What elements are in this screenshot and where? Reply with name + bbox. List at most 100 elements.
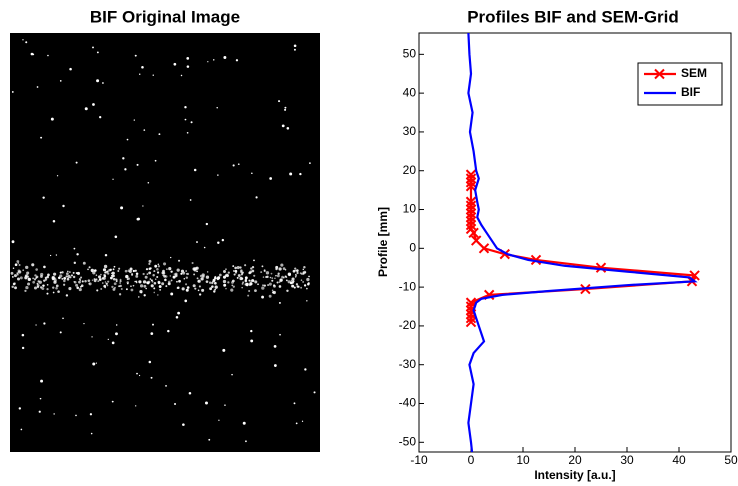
speckle: [234, 269, 238, 273]
speckle: [91, 336, 93, 338]
speckle: [306, 287, 308, 290]
speckle: [217, 276, 221, 280]
speckle: [236, 276, 239, 279]
speckle: [268, 294, 272, 298]
speckle: [87, 279, 91, 282]
speckle: [93, 269, 97, 272]
speckle: [75, 272, 78, 275]
speckle: [119, 284, 122, 288]
speckle: [153, 281, 157, 285]
speckle: [111, 271, 115, 275]
speckle: [300, 272, 304, 276]
speckle: [247, 294, 250, 297]
speckle: [154, 159, 157, 162]
speckle: [190, 121, 193, 124]
speckle: [80, 276, 83, 279]
speckle: [68, 271, 71, 274]
speckle: [170, 256, 172, 259]
speckle: [43, 322, 46, 325]
speckle: [138, 280, 142, 284]
speckle: [223, 269, 226, 273]
speckle: [205, 222, 209, 226]
speckle: [97, 280, 100, 283]
speckle: [40, 272, 44, 277]
speckle: [272, 290, 276, 295]
speckle: [267, 284, 270, 286]
speckle: [73, 247, 76, 250]
speckle: [11, 240, 15, 244]
speckle: [103, 264, 108, 269]
speckle: [115, 280, 118, 283]
speckle: [63, 283, 66, 286]
speckle: [193, 273, 196, 276]
sem-marker: [478, 243, 490, 254]
speckle: [111, 274, 115, 278]
speckle: [186, 57, 190, 60]
speckle: [183, 277, 186, 280]
speckle: [99, 116, 102, 119]
sem-marker: [465, 200, 477, 211]
speckle: [27, 277, 31, 282]
speckle: [218, 273, 222, 277]
speckle: [184, 118, 187, 121]
speckle: [61, 278, 64, 280]
legend-label: BIF: [681, 85, 700, 99]
speckle: [145, 268, 149, 271]
speckle: [14, 263, 18, 267]
speckle: [130, 285, 132, 288]
speckle: [83, 323, 85, 325]
speckle: [233, 270, 235, 272]
speckle: [161, 282, 165, 286]
speckle: [294, 276, 297, 278]
speckle: [184, 299, 188, 303]
speckle: [232, 265, 235, 268]
speckle: [302, 281, 305, 283]
speckle: [162, 274, 164, 277]
speckle: [149, 278, 152, 280]
speckle: [112, 268, 115, 271]
speckle: [214, 288, 216, 291]
speckle: [75, 161, 78, 164]
speckle: [21, 333, 25, 337]
speckle: [92, 362, 96, 366]
speckle: [32, 277, 35, 280]
speckle: [278, 281, 281, 283]
speckle: [52, 286, 55, 289]
speckle: [185, 270, 187, 272]
speckle: [213, 290, 216, 293]
speckle: [144, 275, 148, 279]
speckle: [216, 107, 218, 109]
speckle: [107, 280, 110, 283]
speckle: [306, 300, 308, 302]
speckle: [300, 286, 303, 289]
speckle: [128, 270, 132, 274]
speckle: [302, 272, 305, 275]
x-axis-label: Intensity [a.u.]: [534, 468, 615, 482]
speckle: [143, 294, 146, 297]
speckle: [169, 275, 172, 277]
speckle: [215, 277, 217, 280]
speckle: [237, 163, 240, 165]
speckle: [135, 274, 139, 278]
speckle: [32, 280, 36, 284]
speckle: [165, 384, 167, 387]
speckle: [21, 346, 25, 350]
speckle: [150, 279, 153, 282]
sem-marker: [465, 212, 477, 223]
speckle: [17, 269, 21, 273]
speckle: [63, 276, 67, 280]
speckle: [25, 285, 29, 290]
bif-image: [10, 33, 320, 452]
speckle: [174, 403, 177, 406]
speckle: [100, 273, 102, 276]
speckle: [55, 284, 59, 288]
speckle: [203, 246, 206, 249]
speckle: [11, 91, 14, 93]
speckle: [35, 277, 38, 280]
speckle: [57, 290, 60, 293]
speckle: [289, 172, 293, 176]
speckle: [240, 273, 244, 276]
speckle: [87, 268, 89, 271]
speckle: [295, 274, 297, 277]
speckle: [18, 407, 22, 410]
